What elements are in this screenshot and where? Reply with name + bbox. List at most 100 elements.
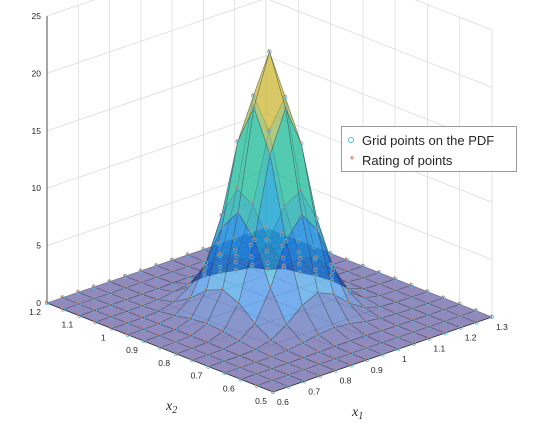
grid-point-marker	[60, 295, 65, 300]
grid-point-marker	[378, 304, 383, 309]
grid-point-marker	[411, 329, 416, 335]
rating-point-marker: *	[252, 236, 255, 245]
grid-point-marker	[328, 251, 333, 256]
surface-patch	[253, 50, 286, 156]
grid-point-marker	[426, 312, 431, 318]
grid-point-marker	[345, 269, 350, 274]
rating-point-marker: *	[205, 320, 208, 329]
rating-point-marker: *	[222, 369, 225, 378]
rating-point-marker: *	[283, 93, 286, 102]
surface-patch	[222, 302, 256, 342]
rating-point-marker: *	[380, 351, 383, 360]
grid-point-marker	[222, 370, 227, 376]
grid-point-marker	[394, 311, 399, 316]
grid-point-marker	[188, 295, 193, 301]
grid-point-marker	[269, 354, 274, 359]
rating-point-marker: *	[313, 255, 316, 264]
legend-label-grid-points: Grid points on the PDF	[362, 132, 495, 148]
grid-point-marker	[125, 332, 130, 337]
grid-point-marker	[296, 238, 301, 243]
rating-point-marker: *	[186, 251, 189, 260]
rating-point-marker: *	[409, 282, 412, 291]
rating-point-marker: *	[410, 305, 413, 314]
grid-point-marker	[216, 241, 222, 247]
surface-patch	[237, 51, 270, 142]
grid-point-marker	[264, 249, 270, 254]
rating-point-marker: *	[188, 294, 191, 303]
grid-point-marker	[379, 328, 384, 333]
rating-point-marker: *	[362, 285, 365, 294]
rating-point-marker: *	[173, 326, 176, 335]
grid-point-marker	[237, 365, 243, 370]
rating-point-marker: *	[238, 352, 241, 361]
rating-point-marker: *	[314, 254, 317, 263]
grid-point-marker	[248, 242, 254, 248]
grid-point-marker	[363, 333, 369, 338]
rating-point-marker: *	[346, 278, 349, 287]
circle-marker-icon	[348, 137, 354, 143]
rating-point-marker: *	[299, 187, 302, 196]
grid-point-marker	[171, 289, 176, 295]
grid-point-marker	[331, 325, 337, 330]
grid-point-marker	[267, 152, 273, 157]
rating-point-marker: *	[268, 151, 271, 160]
surface-patch	[256, 379, 290, 393]
grid-point-marker	[282, 203, 287, 208]
surface-patch	[348, 321, 383, 336]
surface-patch	[93, 281, 127, 294]
grid-point-marker	[313, 273, 319, 278]
x2-tick-label: 1.2	[29, 307, 41, 317]
surface-patch	[140, 288, 175, 300]
rating-point-marker: *	[348, 320, 351, 329]
grid-point-marker	[189, 333, 194, 338]
grid-point-marker	[268, 285, 273, 291]
rating-point-marker: *	[332, 324, 335, 333]
grid-point-marker	[172, 313, 177, 318]
surface-patch	[222, 211, 255, 304]
rating-point-marker: *	[201, 246, 204, 255]
rating-point-marker: *	[251, 201, 254, 210]
grid-point-marker	[265, 267, 271, 272]
grid-point-marker	[221, 359, 227, 364]
rating-point-marker: *	[252, 104, 255, 113]
grid-point-marker	[107, 291, 113, 296]
grid-point-marker	[91, 284, 97, 290]
grid-point-marker	[251, 105, 257, 110]
rating-point-marker: *	[140, 290, 143, 299]
grid-point-marker	[442, 330, 448, 336]
rating-point-marker: *	[219, 212, 222, 221]
grid-point-marker	[250, 262, 255, 268]
grid-point-marker	[316, 332, 321, 337]
rating-point-marker: *	[236, 209, 239, 218]
grid-point-marker	[332, 356, 338, 361]
grid-point-marker	[409, 294, 414, 300]
surface-patch	[78, 310, 112, 323]
wall-gridline-z	[46, 0, 493, 31]
surface-patch	[206, 289, 240, 332]
rating-point-marker: *	[379, 327, 382, 336]
rating-point-marker: *	[300, 301, 303, 310]
grid-point-marker	[138, 268, 144, 274]
rating-point-marker: *	[329, 272, 332, 281]
grid-point-marker	[298, 256, 303, 261]
rating-point-marker: *	[365, 356, 368, 365]
grid-point-marker	[254, 371, 259, 377]
z-tick-label: 25	[32, 11, 42, 21]
rating-point-marker: *	[222, 358, 225, 367]
rating-point-marker: *	[345, 256, 348, 265]
grid-point-marker	[156, 321, 162, 326]
grid-point-marker	[393, 288, 398, 293]
grid-point-marker	[377, 281, 382, 287]
rating-point-marker: *	[330, 267, 333, 276]
grid-point-marker	[234, 254, 239, 259]
grid-point-marker	[361, 275, 366, 280]
grid-point-marker	[219, 213, 224, 218]
grid-point-marker	[331, 292, 336, 297]
grid-point-marker	[236, 338, 242, 343]
grid-point-marker	[156, 309, 161, 314]
rating-point-marker: *	[202, 268, 205, 277]
grid-point-marker	[489, 314, 495, 320]
grid-point-marker	[122, 274, 128, 279]
grid-point-marker	[154, 274, 160, 280]
rating-point-marker: *	[158, 344, 161, 353]
